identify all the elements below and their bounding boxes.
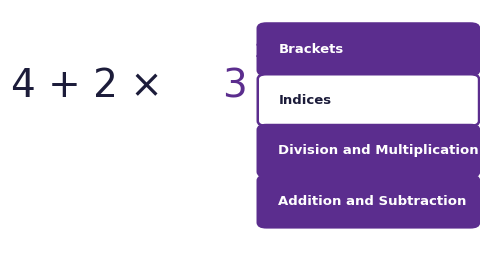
Text: Indices: Indices [278, 93, 332, 107]
FancyBboxPatch shape [258, 74, 479, 126]
Text: 3: 3 [223, 68, 247, 105]
FancyBboxPatch shape [258, 125, 479, 177]
Text: Division and Multiplication: Division and Multiplication [278, 144, 479, 157]
FancyBboxPatch shape [258, 176, 479, 227]
FancyBboxPatch shape [258, 23, 479, 75]
Text: Brackets: Brackets [278, 43, 344, 56]
Text: Addition and Subtraction: Addition and Subtraction [278, 195, 467, 208]
Text: 2: 2 [254, 42, 267, 61]
Text: 4 + 2 ×: 4 + 2 × [11, 68, 175, 105]
